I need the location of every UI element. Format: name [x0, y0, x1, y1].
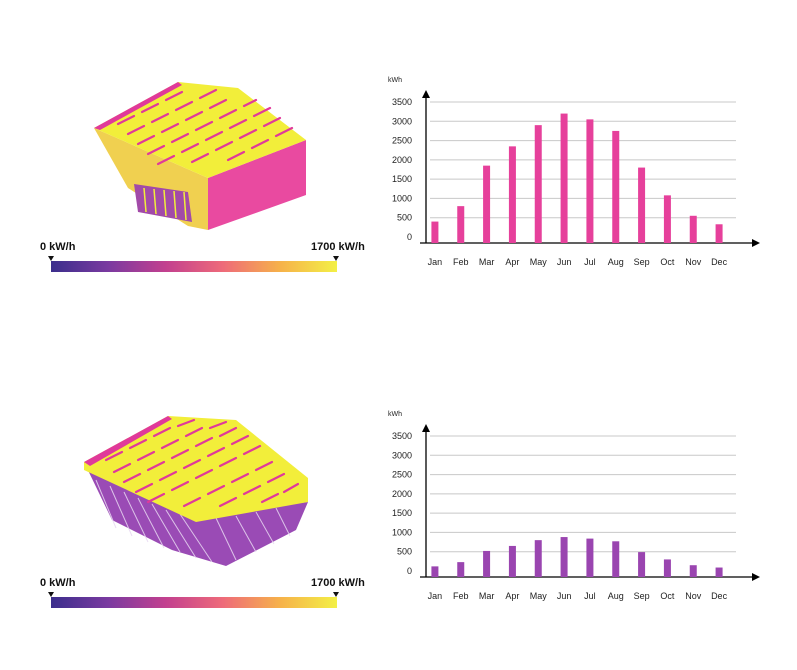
bar-oct — [663, 559, 671, 577]
bar-feb — [457, 562, 465, 577]
x-axis-arrow — [752, 573, 760, 581]
y-tick-label: 3500 — [392, 97, 412, 107]
scale-max-label: 1700 kW/h — [311, 241, 365, 253]
x-tick-label: Jul — [584, 257, 596, 267]
bar-may — [534, 540, 542, 577]
building-wall-front — [84, 462, 308, 566]
bar-nov — [689, 565, 697, 577]
x-tick-label: Oct — [660, 257, 675, 267]
y-tick-label: 2500 — [392, 136, 412, 146]
x-tick-label: May — [530, 257, 548, 267]
bar-jun — [560, 537, 568, 577]
y-axis-arrow — [422, 90, 430, 98]
roof-solar-panels — [104, 418, 300, 508]
x-tick-label: Mar — [479, 591, 495, 601]
scale-min-label: 0 kW/h — [40, 241, 76, 253]
x-tick-label: Feb — [453, 591, 469, 601]
bar-jun — [560, 113, 568, 243]
x-tick-label: May — [530, 591, 548, 601]
scale-min-label: 0 kW/h — [40, 577, 76, 589]
x-tick-label: Aug — [608, 591, 624, 601]
y-tick-label: 1500 — [392, 508, 412, 518]
monthly-energy-chart-top: 0 500 1000 1500 2000 2500 3000 3500 kWh Jan Feb Mar… — [388, 77, 760, 267]
bar-apr — [508, 146, 516, 243]
bar-jan — [431, 566, 439, 577]
x-tick-label: Jan — [428, 591, 443, 601]
x-tick-label: Jun — [557, 257, 572, 267]
scale-max-label: 1700 kW/h — [311, 577, 365, 589]
y-axis-arrow — [422, 424, 430, 432]
x-axis-arrow — [752, 239, 760, 247]
building-facade-recess — [134, 184, 192, 222]
bar-jan — [431, 221, 439, 243]
bar-aug — [612, 541, 620, 577]
y-axis-unit-label: kWh — [388, 411, 402, 418]
x-tick-label: Aug — [608, 257, 624, 267]
x-tick-label: Nov — [685, 257, 702, 267]
x-tick-label: Apr — [505, 257, 519, 267]
x-tick-label: Jan — [428, 257, 443, 267]
bar-dec — [715, 567, 723, 577]
building-3d-model-top — [94, 82, 306, 230]
y-tick-label: 500 — [397, 547, 412, 557]
x-tick-label: Dec — [711, 591, 728, 601]
building-wall-right — [208, 140, 306, 230]
y-tick-label: 2000 — [392, 155, 412, 165]
x-tick-label: Sep — [634, 591, 650, 601]
y-tick-label: 2500 — [392, 470, 412, 480]
x-tick-label: Sep — [634, 257, 650, 267]
building-roof — [94, 82, 306, 178]
bar-aug — [612, 130, 620, 243]
bar-apr — [508, 545, 516, 577]
building-3d-model-bottom — [84, 416, 308, 566]
bar-oct — [663, 195, 671, 243]
x-tick-label: Mar — [479, 257, 495, 267]
color-scale-bar — [51, 261, 337, 272]
x-tick-label: Jul — [584, 591, 596, 601]
bar-feb — [457, 206, 465, 243]
bar-sep — [638, 167, 646, 243]
scale-end-markers — [48, 256, 339, 261]
x-tick-label: Feb — [453, 257, 469, 267]
y-tick-label: 3500 — [392, 431, 412, 441]
y-tick-label: 500 — [397, 213, 412, 223]
y-tick-label: 1000 — [392, 527, 412, 537]
bar-sep — [638, 552, 646, 577]
y-tick-label: 1500 — [392, 174, 412, 184]
x-tick-label: Oct — [660, 591, 675, 601]
bar-dec — [715, 224, 723, 243]
scale-end-markers — [48, 592, 339, 597]
color-scale-bar — [51, 597, 337, 608]
bar-jul — [586, 119, 594, 243]
y-tick-label: 0 — [407, 232, 412, 242]
monthly-energy-chart-bottom: 0 500 1000 1500 2000 2500 3000 3500 kWh Jan Feb Mar… — [388, 411, 760, 601]
y-axis-unit-label: kWh — [388, 77, 402, 84]
bar-nov — [689, 215, 697, 243]
x-tick-label: Nov — [685, 591, 702, 601]
roof-solar-panels — [116, 88, 294, 166]
bar-mar — [483, 550, 491, 577]
bar-mar — [483, 165, 491, 243]
x-tick-label: Apr — [505, 591, 519, 601]
y-tick-label: 3000 — [392, 450, 412, 460]
y-tick-label: 1000 — [392, 193, 412, 203]
y-tick-label: 0 — [407, 566, 412, 576]
bar-may — [534, 125, 542, 243]
bar-jul — [586, 538, 594, 577]
x-tick-label: Dec — [711, 257, 728, 267]
x-tick-label: Jun — [557, 591, 572, 601]
y-tick-label: 2000 — [392, 489, 412, 499]
y-tick-label: 3000 — [392, 116, 412, 126]
